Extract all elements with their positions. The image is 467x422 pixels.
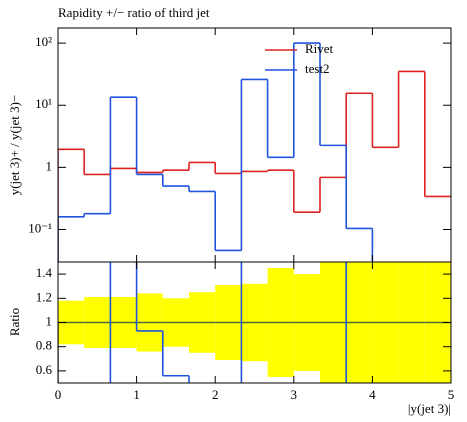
y-tick-label: 10² bbox=[35, 34, 52, 49]
x-tick-label: 3 bbox=[291, 387, 298, 402]
x-tick-label: 4 bbox=[369, 387, 376, 402]
y-tick-label: 1 bbox=[46, 313, 53, 328]
y-tick-label: 1 bbox=[46, 158, 53, 173]
x-tick-label: 5 bbox=[448, 387, 455, 402]
x-axis-label: |y(jet 3)| bbox=[408, 401, 451, 416]
x-tick-label: 1 bbox=[133, 387, 140, 402]
ratio-plot bbox=[58, 262, 451, 383]
x-tick-label: 0 bbox=[55, 387, 62, 402]
y-tick-label: 1.4 bbox=[36, 265, 53, 280]
main-plot bbox=[58, 42, 451, 262]
y-axis-label: y(jet 3)+ / y(jet 3)− bbox=[7, 95, 22, 196]
y-tick-label: 0.8 bbox=[36, 338, 52, 353]
y-tick-label: 1.2 bbox=[36, 289, 52, 304]
ratio-frame bbox=[57, 261, 452, 384]
y-tick-label: 0.6 bbox=[36, 362, 53, 377]
legend-label: test2 bbox=[305, 61, 330, 76]
chart-title: Rapidity +/− ratio of third jet bbox=[58, 5, 210, 20]
y-tick-label: 10⁻¹ bbox=[28, 220, 52, 235]
main-frame bbox=[57, 27, 452, 263]
ratio-axis-label: Ratio bbox=[7, 308, 22, 336]
y-tick-label: 10¹ bbox=[35, 96, 52, 111]
legend-label: Rivet bbox=[305, 41, 334, 56]
x-tick-label: 2 bbox=[212, 387, 219, 402]
